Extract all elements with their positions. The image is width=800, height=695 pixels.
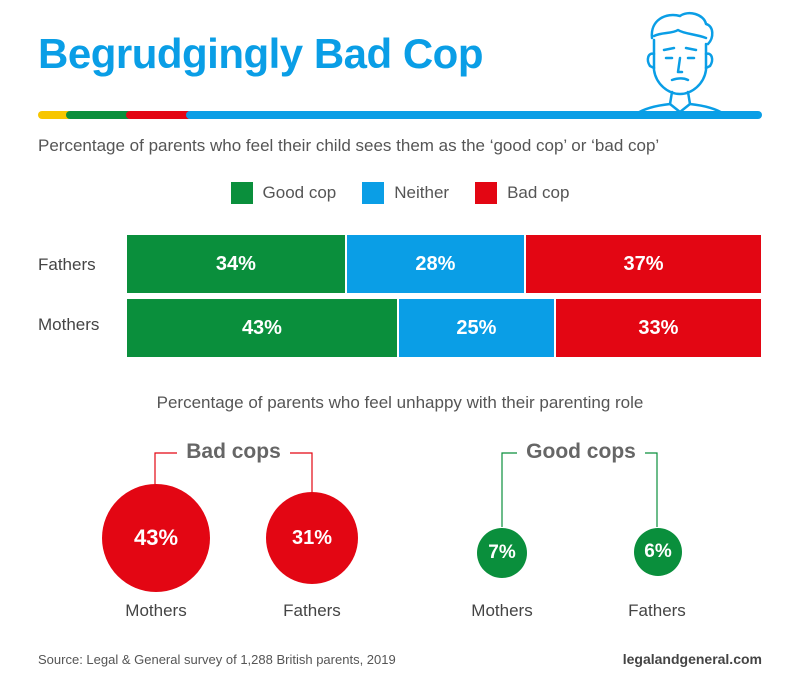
chart1-title: Percentage of parents who feel their chi…	[38, 136, 660, 155]
rule-green	[66, 111, 132, 119]
rule-blue	[186, 111, 762, 119]
bubble-good-mothers: 7%	[477, 528, 527, 578]
legend-swatch-good	[230, 182, 253, 204]
bar-fathers: 34% 28% 37%	[127, 235, 761, 293]
bubble-bad-mothers: 43%	[102, 484, 210, 592]
bubble-label-good-fathers: Fathers	[628, 601, 686, 620]
legend-swatch-bad	[475, 182, 498, 204]
bar-segment-fathers-good: 34%	[127, 235, 345, 293]
bar-segment-fathers-neither: 28%	[344, 235, 525, 293]
bubble-label-bad-mothers: Mothers	[125, 601, 187, 620]
legend-label-neither: Neither	[394, 183, 450, 202]
legend-label-good: Good cop	[262, 183, 337, 202]
rule-red	[126, 111, 192, 119]
group-title-bad-cops: Bad cops	[177, 440, 290, 464]
bar-segment-mothers-good: 43%	[127, 299, 397, 357]
title-rule	[38, 111, 762, 119]
row-label-mothers: Mothers	[38, 315, 100, 334]
bar-segment-fathers-bad: 37%	[524, 235, 761, 293]
bar-segment-mothers-bad: 33%	[553, 299, 761, 357]
page-title: Begrudgingly Bad Cop	[38, 30, 484, 77]
group-title-good-cops: Good cops	[517, 440, 645, 464]
chart2-title: Percentage of parents who feel unhappy w…	[156, 393, 644, 412]
bubble-label-good-mothers: Mothers	[471, 601, 533, 620]
bar-segment-mothers-neither: 25%	[396, 299, 554, 357]
legend: Good cop Neither Bad cop	[0, 182, 800, 204]
row-label-fathers: Fathers	[38, 255, 96, 274]
bracket-good-cops	[501, 452, 658, 527]
site-link[interactable]: legalandgeneral.com	[622, 651, 762, 667]
legend-item-neither: Neither	[362, 182, 449, 204]
bubble-label-bad-fathers: Fathers	[283, 601, 341, 620]
legend-swatch-neither	[362, 182, 385, 204]
rule-yellow	[38, 111, 72, 119]
man-face-icon	[634, 12, 726, 116]
bubble-good-fathers: 6%	[634, 528, 682, 576]
bar-mothers: 43% 25% 33%	[127, 299, 761, 357]
source-note: Source: Legal & General survey of 1,288 …	[38, 652, 396, 667]
legend-item-good: Good cop	[230, 182, 337, 204]
legend-item-bad: Bad cop	[475, 182, 569, 204]
bubble-bad-fathers: 31%	[266, 492, 358, 584]
legend-label-bad: Bad cop	[507, 183, 570, 202]
